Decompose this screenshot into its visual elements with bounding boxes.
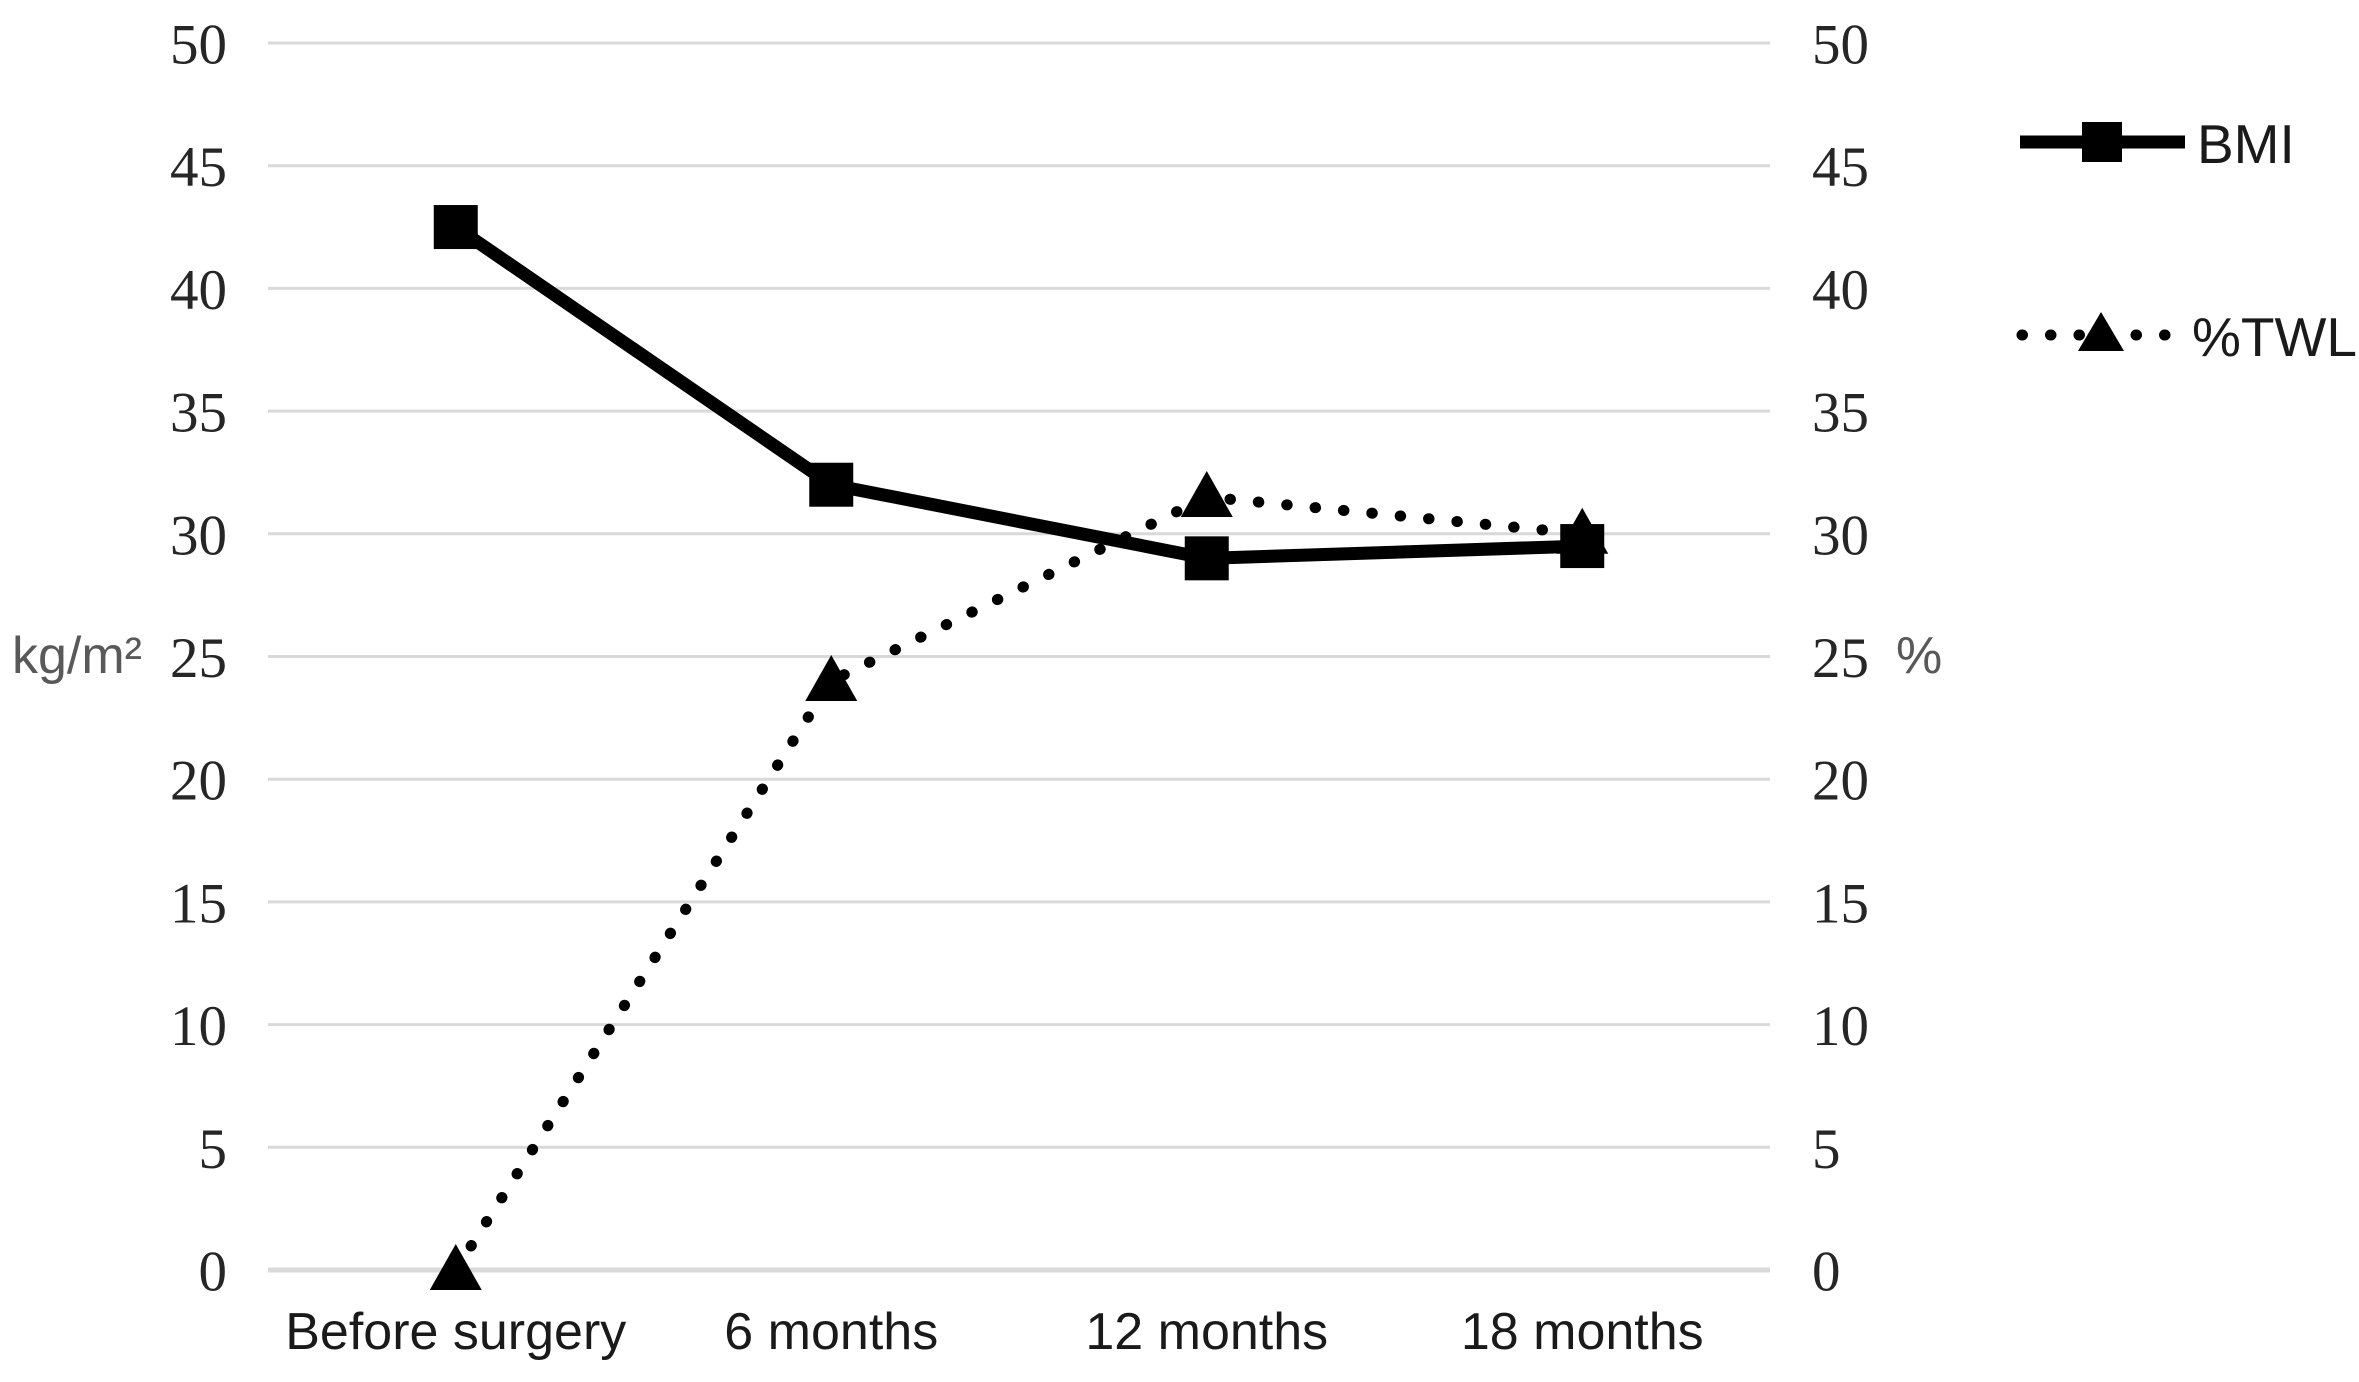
twl-legend-triangle-marker-icon (2078, 312, 2124, 351)
twl-legend-label: %TWL (2192, 306, 2357, 368)
y-tick-left-50: 50 (170, 14, 227, 77)
x-axis-label-3: 18 months (1461, 1303, 1704, 1361)
y-ticks-left: 0 5 10 15 20 25 30 35 40 45 50 (170, 14, 227, 1304)
bmi-marker-0 (433, 205, 478, 250)
twl-line (450, 491, 1588, 1276)
y-tick-right-35: 35 (1812, 382, 1869, 445)
y-tick-right-25: 25 (1812, 627, 1869, 690)
bmi-legend-square-marker-icon (2082, 122, 2122, 162)
y-tick-right-30: 30 (1812, 504, 1869, 567)
y-tick-left-15: 15 (170, 872, 227, 935)
series-plot (429, 205, 1609, 1290)
bmi-marker-1 (809, 462, 854, 507)
bmi-legend-label: BMI (2197, 113, 2295, 175)
y-tick-right-0: 0 (1812, 1241, 1841, 1304)
y-tick-left-10: 10 (170, 995, 227, 1058)
gridlines (268, 41, 1770, 1273)
right-axis-unit-label: % (1896, 627, 1942, 685)
y-tick-right-15: 15 (1812, 872, 1869, 935)
y-tick-left-20: 20 (170, 750, 227, 813)
twl-marker-0 (429, 1244, 482, 1290)
y-tick-right-45: 45 (1812, 136, 1869, 199)
y-tick-right-40: 40 (1812, 259, 1869, 322)
y-tick-right-20: 20 (1812, 750, 1869, 813)
y-tick-left-0: 0 (199, 1241, 228, 1304)
y-tick-right-5: 5 (1812, 1118, 1841, 1181)
bmi-marker-2 (1184, 536, 1229, 581)
y-tick-right-10: 10 (1812, 995, 1869, 1058)
bmi-line (452, 221, 1583, 565)
x-axis-label-0: Before surgery (285, 1303, 626, 1361)
y-tick-left-5: 5 (199, 1118, 228, 1181)
x-axis-label-1: 6 months (724, 1303, 938, 1361)
y-tick-right-50: 50 (1812, 14, 1869, 77)
x-axis-labels: Before surgery 6 months 12 months 18 months (285, 1303, 1703, 1361)
left-axis-unit-label: kg/m² (12, 627, 142, 685)
x-axis-label-2: 12 months (1085, 1303, 1328, 1361)
y-ticks-right: 0 5 10 15 20 25 30 35 40 45 50 (1812, 14, 1869, 1304)
y-tick-left-45: 45 (170, 136, 227, 199)
y-tick-left-30: 30 (170, 504, 227, 567)
twl-marker-2 (1180, 470, 1233, 517)
bmi-marker-3 (1560, 524, 1605, 569)
y-tick-left-35: 35 (170, 382, 227, 445)
legend: BMI %TWL (2016, 113, 2357, 368)
y-tick-left-40: 40 (170, 259, 227, 322)
twl-marker-1 (805, 655, 858, 702)
y-tick-left-25: 25 (170, 627, 227, 690)
